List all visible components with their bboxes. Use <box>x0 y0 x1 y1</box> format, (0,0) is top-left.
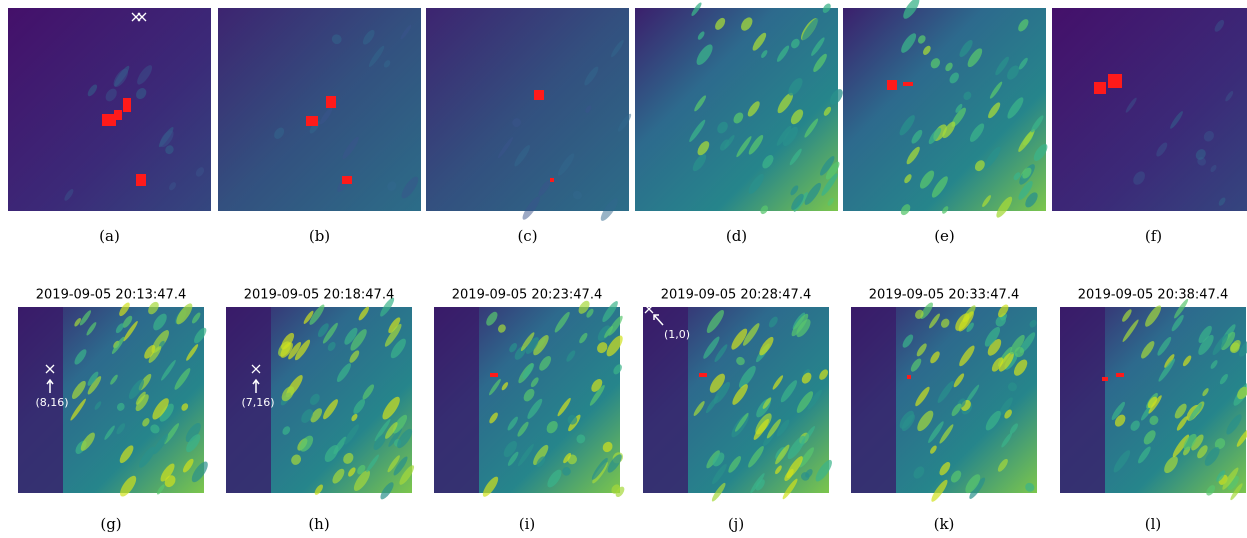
figure: (a) (b) (c) (d) (e) (f) 2019-09-05 20:13:47.4 (… <box>0 0 1247 538</box>
image-panel <box>851 301 1038 504</box>
panel-image <box>8 8 211 211</box>
panel-label: (d) <box>726 227 747 245</box>
fire-pixel <box>123 98 131 112</box>
panel-title: 2019-09-05 20:18:47.4 <box>244 288 394 303</box>
image-panel <box>218 8 421 211</box>
fire-pixel <box>1108 74 1122 88</box>
fire-pixel <box>114 110 122 120</box>
fire-pixel <box>903 82 913 86</box>
fire-pixel <box>136 174 146 186</box>
fire-pixel <box>490 373 498 377</box>
fire-pixel <box>342 176 352 184</box>
image-panel <box>635 1 845 215</box>
panel-label: (c) <box>517 227 537 245</box>
panel-label: (f) <box>1145 227 1162 245</box>
panel-image <box>218 8 421 211</box>
panel-label: (e) <box>934 227 955 245</box>
image-panel <box>434 299 626 499</box>
fire-pixel <box>326 96 336 108</box>
fire-pixel <box>550 178 554 182</box>
fire-pixel <box>1094 82 1106 94</box>
panel-title: 2019-09-05 20:28:47.4 <box>661 288 811 303</box>
fire-pixel <box>1116 373 1124 377</box>
image-panel <box>1060 298 1247 502</box>
panel-title: 2019-09-05 20:13:47.4 <box>36 288 186 303</box>
annotation: (8,16) <box>35 396 68 409</box>
panel-label: (b) <box>309 227 330 245</box>
panel-label: (l) <box>1145 515 1162 533</box>
fire-pixel <box>887 80 897 90</box>
image-panel <box>843 0 1050 220</box>
fire-pixel <box>907 375 911 379</box>
dark-region <box>851 307 896 493</box>
fire-pixel <box>699 373 707 377</box>
image-panel <box>426 8 633 223</box>
fire-pixel <box>306 116 318 126</box>
fire-pixel <box>102 114 116 126</box>
fire-pixel <box>534 90 544 100</box>
dark-region <box>1060 307 1105 493</box>
image-panel <box>8 8 211 211</box>
annotation: (1,0) <box>664 328 690 341</box>
panel-label: (h) <box>308 515 329 533</box>
panel-title: 2019-09-05 20:38:47.4 <box>1078 288 1228 303</box>
panel-image <box>1052 8 1247 211</box>
panel-title: 2019-09-05 20:23:47.4 <box>452 288 602 303</box>
panel-label: (a) <box>99 227 120 245</box>
panel-label: (g) <box>100 515 121 533</box>
panel-image <box>426 8 629 211</box>
fire-pixel <box>1102 377 1108 381</box>
panel-label: (j) <box>728 515 744 533</box>
annotation: (7,16) <box>241 396 274 409</box>
panel-image <box>635 8 838 211</box>
panel-title: 2019-09-05 20:33:47.4 <box>869 288 1019 303</box>
image-panel <box>1052 8 1247 211</box>
dark-region <box>434 307 479 493</box>
panel-label: (k) <box>934 515 955 533</box>
panel-label: (i) <box>519 515 536 533</box>
